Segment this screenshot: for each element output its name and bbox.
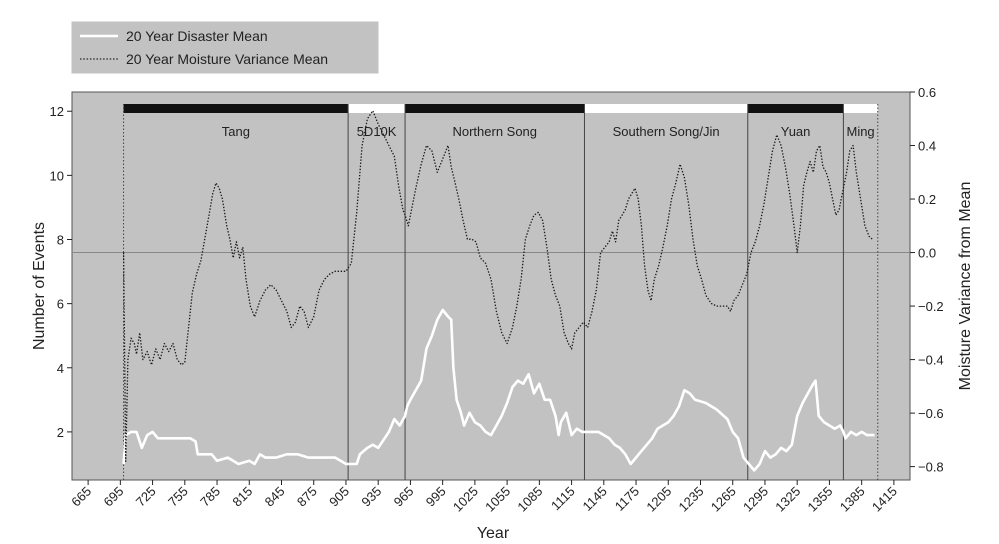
x-tick-label: 905 (326, 484, 352, 510)
x-tick-label: 665 (68, 484, 94, 510)
x-tick-label: 875 (294, 484, 320, 510)
dynasty-label: 5D10K (357, 124, 397, 139)
y-tick-label: 10 (50, 168, 64, 183)
x-tick-label: 995 (423, 484, 449, 510)
x-tick-label: 1175 (612, 484, 642, 514)
y2-tick-label: 0.4 (918, 139, 936, 154)
dynasty-bar (348, 104, 406, 113)
x-tick-label: 1205 (643, 484, 674, 515)
dynasty-label: Southern Song/Jin (613, 124, 720, 139)
dynasty-label: Yuan (781, 124, 811, 139)
y2-tick-label: −0.6 (918, 406, 944, 421)
x-tick-label: 1145 (580, 484, 610, 514)
x-tick-label: 935 (358, 484, 384, 510)
x-tick-label: 1415 (869, 484, 900, 515)
dynasty-layer: Tang 5D10K Northern Song Southern Song/Jin Y… (123, 104, 879, 480)
dynasty-bar (747, 104, 844, 113)
y-tick-label: 2 (57, 425, 64, 440)
dynasty-label: Ming (846, 124, 874, 139)
y2-axis-title: Moisture Variance from Mean (957, 182, 974, 391)
plot-background (71, 91, 911, 481)
x-tick-label: 1295 (740, 484, 771, 515)
x-axis-title: Year (477, 525, 510, 542)
series-moisture-line (122, 110, 873, 462)
y2-tick-label: 0.2 (918, 192, 936, 207)
dynasty-bar (584, 104, 748, 113)
y-tick-label: 12 (50, 104, 64, 119)
series-disaster-line (122, 308, 875, 472)
dynasty-bar (405, 104, 585, 113)
x-tick-label: 785 (197, 484, 223, 510)
x-tick-label: 1025 (450, 484, 481, 515)
legend: 20 Year Disaster Mean 20 Year Moisture V… (71, 21, 379, 74)
dynasty-label: Northern Song (452, 124, 537, 139)
y2-tick-label: −0.2 (918, 299, 944, 314)
y2-tick-label: −0.4 (918, 353, 944, 368)
y2-tick-label: 0.6 (918, 85, 936, 100)
y2-tick-label: −0.8 (918, 460, 944, 475)
x-tick-label: 1055 (482, 484, 513, 515)
x-tick-label: 1385 (837, 484, 868, 515)
x-tick-label: 845 (262, 484, 288, 510)
x-tick-label: 1115 (548, 484, 578, 514)
x-tick-label: 965 (391, 484, 417, 510)
x-tick-label: 815 (229, 484, 255, 510)
dynasty-bar (843, 104, 878, 113)
x-tick-label: 1085 (514, 484, 545, 515)
x-tick-label: 755 (165, 484, 191, 510)
legend-label-moisture: 20 Year Moisture Variance Mean (126, 51, 328, 67)
x-tick-label: 1235 (676, 484, 707, 515)
dynasty-bar (123, 104, 349, 113)
x-tick-label: 695 (101, 484, 127, 510)
dynasty-label: Tang (222, 124, 250, 139)
legend-box (71, 21, 379, 74)
y-tick-label: 8 (57, 233, 64, 248)
x-tick-label: 1325 (772, 484, 803, 515)
legend-label-disaster: 20 Year Disaster Mean (126, 28, 268, 44)
x-tick-label: 1355 (804, 484, 835, 515)
y2-tick-label: 0.0 (918, 246, 936, 261)
y-tick-label: 6 (57, 297, 64, 312)
y-axis-title: Number of Events (31, 222, 48, 350)
y-tick-label: 4 (57, 361, 64, 376)
series-layer (122, 110, 875, 472)
x-tick-label: 725 (133, 484, 159, 510)
x-tick-label: 1265 (708, 484, 739, 515)
